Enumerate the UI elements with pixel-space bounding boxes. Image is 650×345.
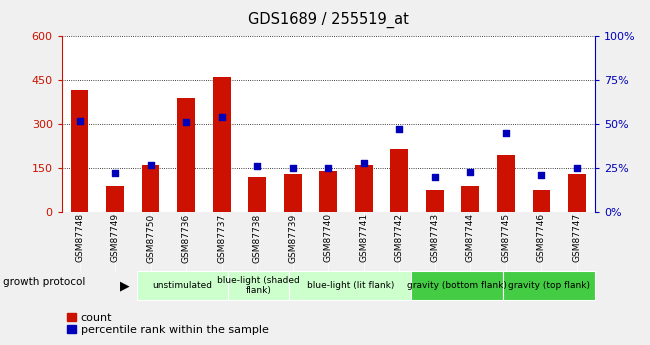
Legend: count, percentile rank within the sample: count, percentile rank within the sample	[68, 313, 268, 335]
Text: GSM87742: GSM87742	[395, 213, 404, 262]
Text: growth protocol: growth protocol	[3, 277, 86, 287]
Point	[430, 174, 440, 180]
Text: gravity (top flank): gravity (top flank)	[508, 281, 590, 290]
Text: GSM87739: GSM87739	[288, 213, 297, 263]
Text: GSM87750: GSM87750	[146, 213, 155, 263]
Text: ▶: ▶	[120, 279, 130, 292]
Bar	[411, 271, 503, 300]
Point	[536, 172, 547, 178]
Text: GSM87744: GSM87744	[466, 213, 475, 262]
Point	[323, 165, 333, 171]
Bar	[228, 271, 289, 300]
Bar	[426, 190, 444, 212]
Bar	[568, 174, 586, 212]
Text: GSM87736: GSM87736	[181, 213, 190, 263]
Text: GSM87738: GSM87738	[253, 213, 262, 263]
Bar	[177, 98, 195, 212]
Bar	[462, 186, 479, 212]
Text: GSM87737: GSM87737	[217, 213, 226, 263]
Text: gravity (bottom flank): gravity (bottom flank)	[408, 281, 507, 290]
Point	[465, 169, 476, 175]
Text: GDS1689 / 255519_at: GDS1689 / 255519_at	[248, 12, 409, 28]
Point	[287, 165, 298, 171]
Point	[252, 164, 263, 169]
Text: GSM87741: GSM87741	[359, 213, 369, 263]
Bar	[284, 174, 302, 212]
Bar	[106, 186, 124, 212]
Point	[572, 165, 582, 171]
Text: blue-light (lit flank): blue-light (lit flank)	[307, 281, 394, 290]
Bar	[248, 177, 266, 212]
Point	[146, 162, 156, 167]
Point	[110, 171, 120, 176]
Text: GSM87749: GSM87749	[111, 213, 120, 263]
Bar	[497, 155, 515, 212]
Text: GSM87743: GSM87743	[430, 213, 439, 263]
Bar	[503, 271, 595, 300]
Bar	[355, 165, 372, 212]
Bar	[136, 271, 228, 300]
Text: GSM87746: GSM87746	[537, 213, 546, 263]
Point	[181, 120, 191, 125]
Text: unstimulated: unstimulated	[152, 281, 213, 290]
Point	[359, 160, 369, 166]
Text: GSM87747: GSM87747	[573, 213, 582, 263]
Text: blue-light (shaded
flank): blue-light (shaded flank)	[217, 276, 300, 295]
Bar	[71, 90, 88, 212]
Bar	[532, 190, 551, 212]
Bar	[391, 149, 408, 212]
Bar	[213, 77, 231, 212]
Bar	[289, 271, 411, 300]
Text: GSM87748: GSM87748	[75, 213, 84, 263]
Bar	[319, 171, 337, 212]
Point	[216, 115, 227, 120]
Bar	[142, 165, 159, 212]
Text: GSM87745: GSM87745	[501, 213, 510, 263]
Point	[500, 130, 511, 136]
Text: GSM87740: GSM87740	[324, 213, 333, 263]
Point	[74, 118, 85, 124]
Point	[394, 127, 404, 132]
